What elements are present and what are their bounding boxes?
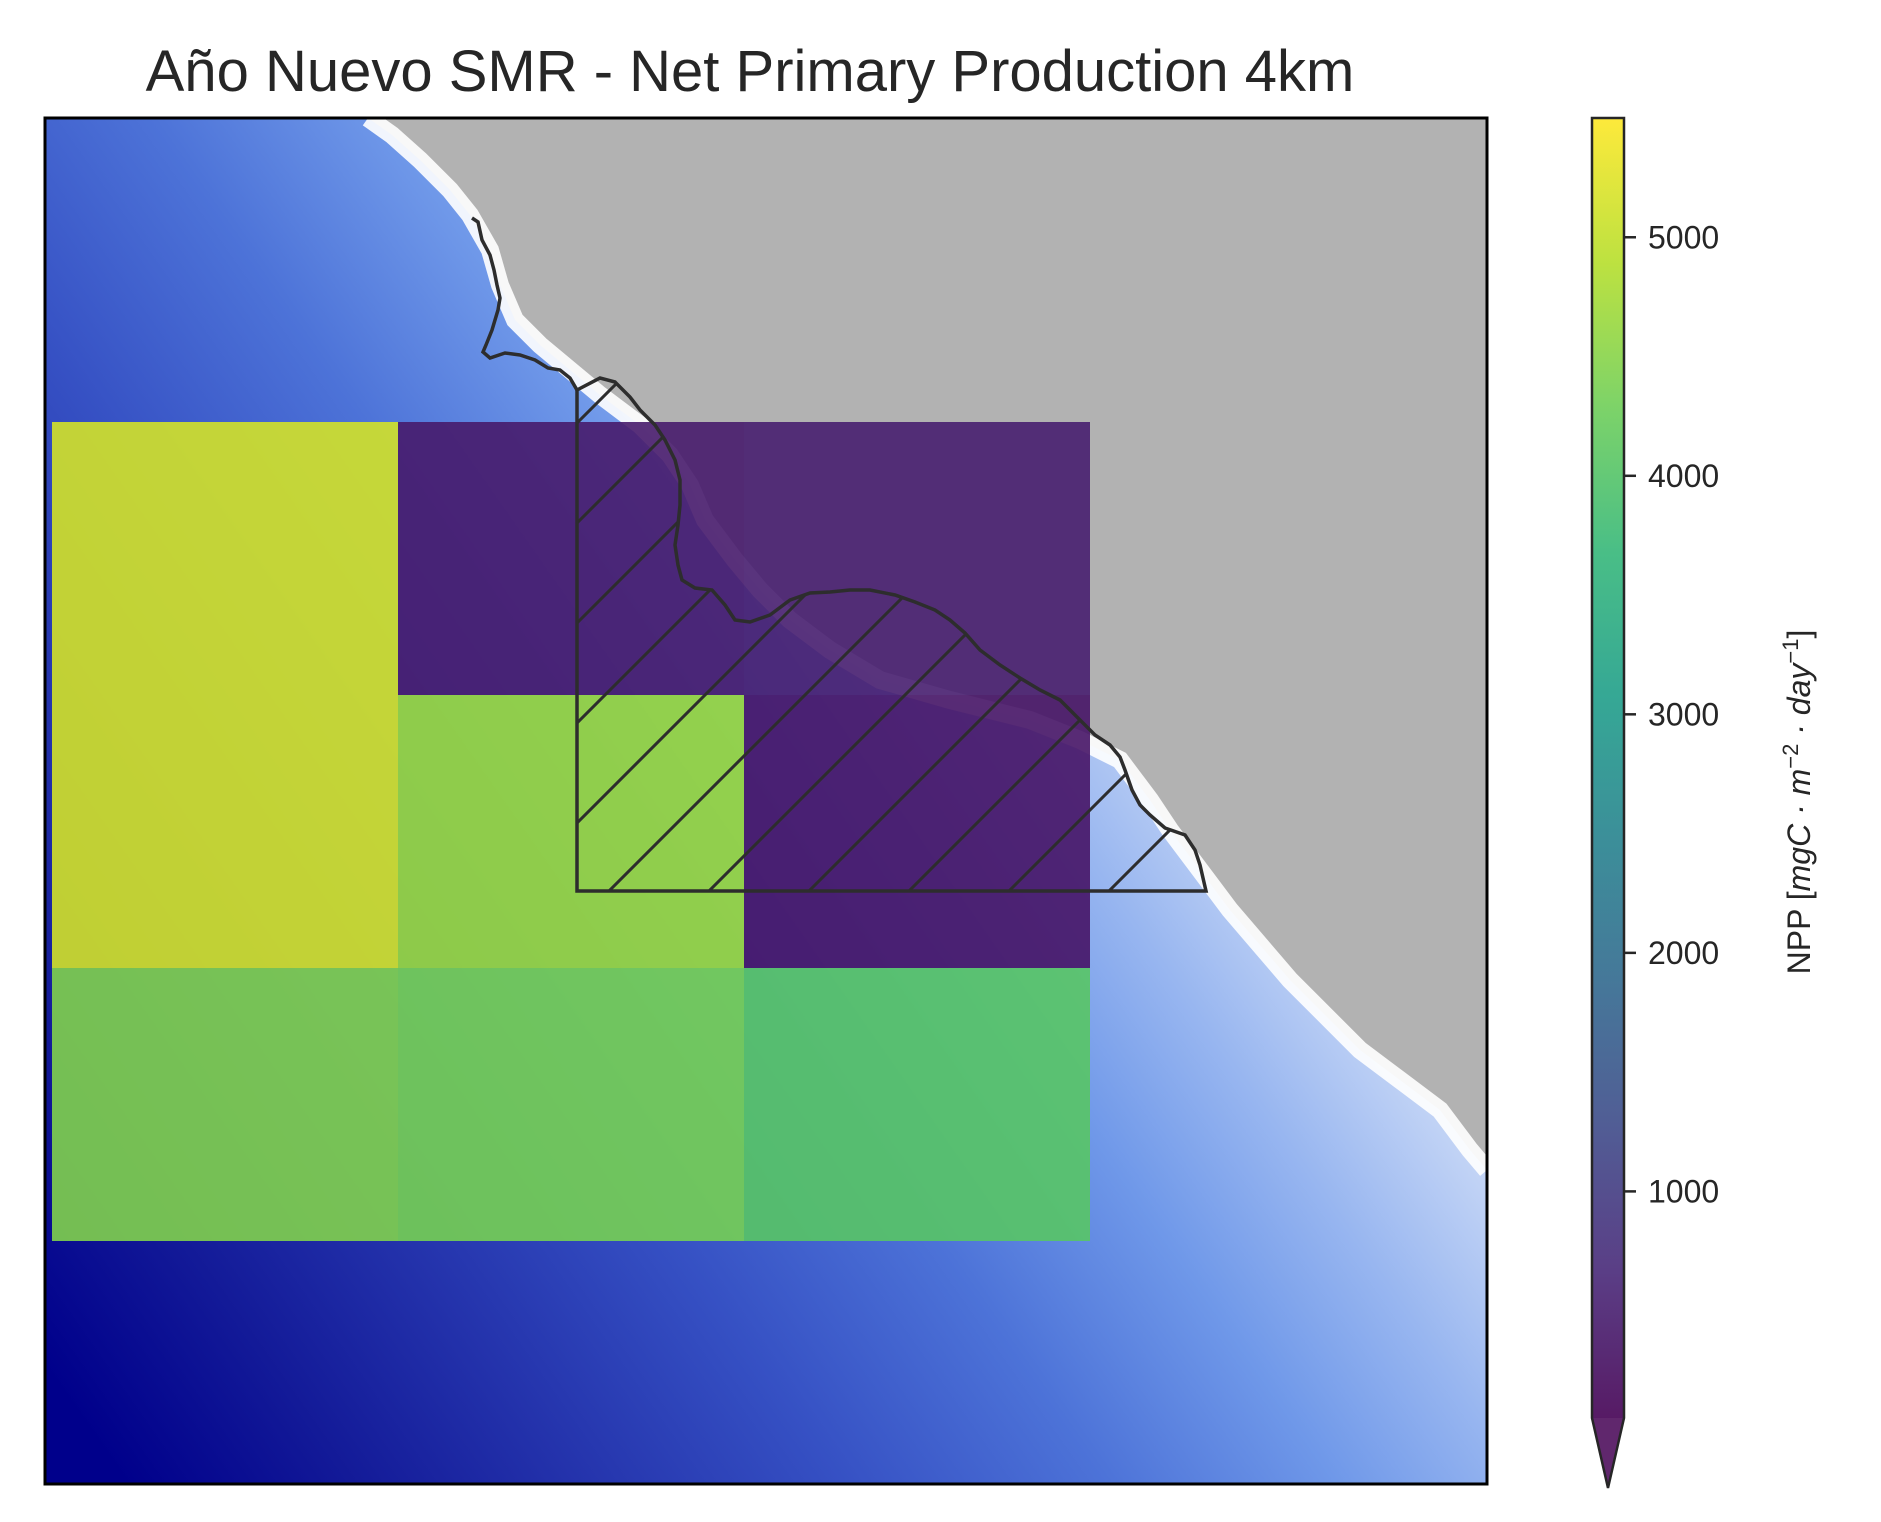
colorbar-tick-label: 2000 xyxy=(1648,935,1719,971)
colorbar-outline xyxy=(1590,116,1626,1489)
colorbar-gradient xyxy=(1592,118,1624,1418)
colorbar-tick-label: 1000 xyxy=(1648,1173,1719,1209)
heatmap-cell xyxy=(398,968,744,1241)
colorbar: 1000 2000 3000 4000 5000 NPP [mgC · m−2 · da… xyxy=(1590,116,1817,1489)
heatmap-cell xyxy=(52,968,398,1241)
colorbar-ticks: 1000 2000 3000 4000 5000 xyxy=(1624,219,1719,1209)
heatmap-cell xyxy=(744,968,1090,1241)
map-axes xyxy=(45,118,1487,1484)
heatmap-cell xyxy=(52,422,398,695)
colorbar-tick-label: 4000 xyxy=(1648,458,1719,494)
coastline xyxy=(471,216,579,391)
colorbar-label: NPP [mgC · m−2 · day−1] xyxy=(1778,630,1817,975)
map-frame xyxy=(43,116,1489,1486)
heatmap-cell xyxy=(52,695,398,968)
colorbar-extend-arrow xyxy=(1592,1418,1624,1488)
colorbar-tick-label: 3000 xyxy=(1648,696,1719,732)
colorbar-tick-label: 5000 xyxy=(1648,219,1719,255)
reserve-outline xyxy=(575,376,1209,893)
chart-title: Año Nuevo SMR - Net Primary Production 4… xyxy=(145,39,1355,104)
